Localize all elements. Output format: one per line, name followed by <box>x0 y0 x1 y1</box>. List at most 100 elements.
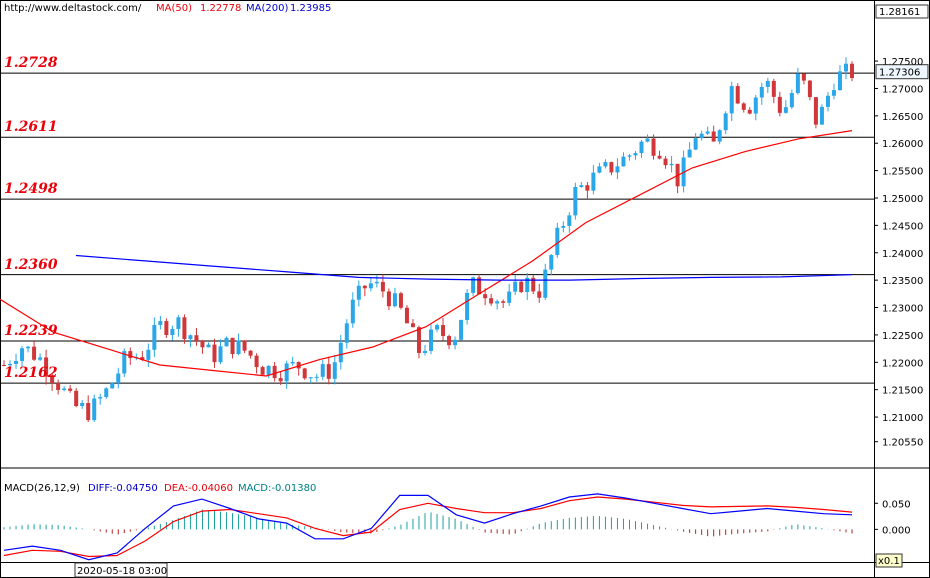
candle-body <box>98 397 103 399</box>
price-tick-label: 1.21000 <box>882 413 923 424</box>
candle-body <box>489 298 494 304</box>
candle-body <box>579 185 584 187</box>
candle-body <box>242 340 247 351</box>
candle-body <box>531 277 536 292</box>
top-price-box <box>875 4 929 19</box>
candle-body <box>350 299 355 324</box>
macd-value: MACD:-0.01380 <box>238 483 317 494</box>
candle-body <box>597 166 602 173</box>
candles <box>2 57 854 423</box>
candle-body <box>753 97 758 114</box>
candle-body <box>765 80 770 87</box>
candle-body <box>759 86 764 98</box>
price-tick-label: 1.24500 <box>882 221 923 232</box>
candle-body <box>747 109 752 114</box>
level-label: 1.2162 <box>4 365 58 382</box>
candle-body <box>374 281 379 284</box>
candle-body <box>705 131 710 134</box>
candle-body <box>435 325 440 330</box>
candle-body <box>284 363 289 382</box>
diff-line <box>3 493 853 561</box>
candle-body <box>573 186 578 216</box>
candle-body <box>230 337 235 354</box>
candle-body <box>296 362 301 369</box>
candle-body <box>68 388 73 391</box>
price-tick-label: 1.22500 <box>882 331 923 342</box>
candle-body <box>477 277 482 295</box>
ma200-label: MA(200) <box>246 3 289 14</box>
candle-body <box>128 351 133 359</box>
candle-body <box>320 364 325 377</box>
candle-body <box>627 155 632 157</box>
candle-body <box>615 166 620 173</box>
candle-body <box>200 340 205 348</box>
macd-tick-label: 0.050 <box>882 499 911 510</box>
price-tick-label: 1.25500 <box>882 167 923 178</box>
candle-body <box>633 153 638 156</box>
candle-body <box>416 327 421 353</box>
candle-body <box>567 215 572 226</box>
candle-body <box>555 227 560 256</box>
candle-body <box>8 363 13 366</box>
candle-body <box>368 283 373 289</box>
candle-body <box>92 398 97 421</box>
candle-body <box>723 113 728 131</box>
candle-body <box>471 277 476 293</box>
candle-body <box>290 362 295 364</box>
candle-body <box>398 293 403 308</box>
ma200-value: 1.23985 <box>290 3 332 14</box>
site-url[interactable]: http://www.deltastock.com/ <box>4 3 142 14</box>
candle-body <box>182 317 187 340</box>
candle-body <box>80 402 85 407</box>
candle-body <box>831 90 836 96</box>
candle-body <box>248 350 253 356</box>
current-price-box <box>875 64 929 80</box>
level-label: 1.2728 <box>4 55 58 72</box>
candle-body <box>741 103 746 110</box>
candle-body <box>729 86 734 114</box>
candle-body <box>44 357 49 377</box>
ma50-value: 1.22778 <box>200 3 242 14</box>
candle-body <box>50 376 55 384</box>
candle-body <box>441 325 446 337</box>
candle-body <box>543 269 548 298</box>
macd-diff: DIFF:-0.04750 <box>88 483 158 494</box>
date-text: 2020-05-18 03:00 <box>77 566 167 577</box>
candle-body <box>663 158 668 166</box>
candle-body <box>561 225 566 228</box>
candle-body <box>789 93 794 108</box>
level-label: 1.2498 <box>4 181 58 198</box>
candle-body <box>140 357 145 360</box>
candle-body <box>429 329 434 351</box>
candle-body <box>699 133 704 139</box>
price-tick-label: 1.27000 <box>882 84 923 95</box>
candle-body <box>639 141 644 154</box>
price-tick-label: 1.24000 <box>882 249 923 260</box>
macd-histogram <box>3 509 853 537</box>
candle-body <box>819 106 824 125</box>
candle-body <box>236 340 241 354</box>
price-tick-label: 1.20550 <box>882 438 923 449</box>
candle-body <box>32 346 37 360</box>
price-tick-label: 1.23000 <box>882 304 923 315</box>
ma-line-ma50 <box>0 130 853 377</box>
candle-body <box>332 362 337 379</box>
candle-body <box>813 97 818 125</box>
candle-body <box>687 149 692 158</box>
candle-body <box>603 162 608 167</box>
dea-line <box>3 496 853 558</box>
level-label: 1.2239 <box>4 322 58 339</box>
candle-body <box>483 294 488 299</box>
candle-body <box>585 185 590 191</box>
candle-body <box>2 365 6 367</box>
candle-body <box>338 342 343 363</box>
candle-body <box>212 344 217 363</box>
candle-body <box>549 255 554 270</box>
candle-body <box>26 346 31 349</box>
candle-body <box>525 277 530 293</box>
candle-body <box>146 349 151 360</box>
ma50-label: MA(50) <box>156 3 192 14</box>
candle-body <box>513 281 518 292</box>
candle-body <box>447 336 452 346</box>
macd-label: MACD(26,12,9) <box>4 483 80 494</box>
